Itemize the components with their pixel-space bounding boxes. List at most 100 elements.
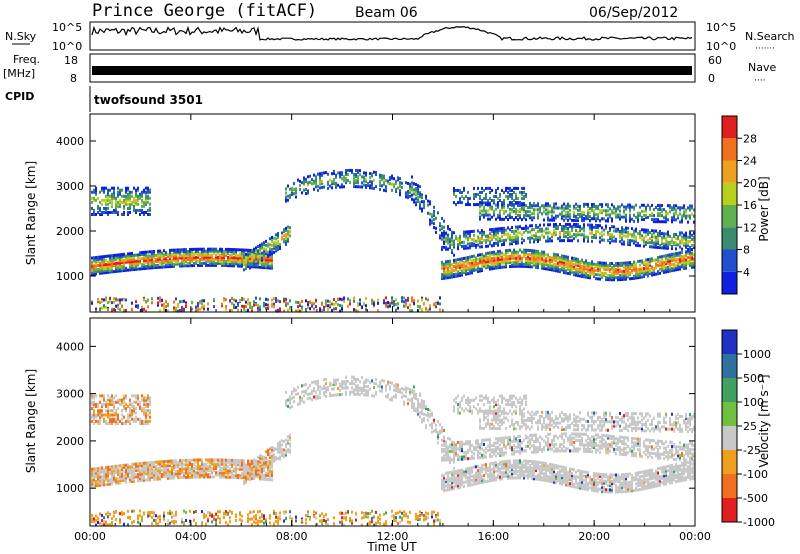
heatmap-cell [661,232,663,236]
heatmap-cell [607,213,609,217]
heatmap-cell [119,269,121,273]
heatmap-cell [577,263,579,267]
heatmap-cell [167,302,169,306]
heatmap-cell [95,213,97,216]
heatmap-cell [633,233,635,237]
heatmap-cell [533,257,535,261]
heatmap-cell [381,184,383,188]
heatmap-cell [497,227,499,231]
heatmap-cell [109,402,111,406]
heatmap-cell [113,188,115,192]
heatmap-cell [593,209,595,213]
heatmap-cell [111,301,113,305]
heatmap-cell [543,229,545,233]
heatmap-cell [221,259,223,263]
heatmap-cell [657,270,659,274]
heatmap-cell [657,212,659,216]
heatmap-cell [141,204,143,208]
heatmap-cell [607,219,609,223]
heatmap-cell [275,237,277,241]
heatmap-cell [665,260,667,264]
heatmap-cell [241,262,243,266]
heatmap-cell [171,260,173,264]
heatmap-cell [111,198,113,202]
heatmap-cell [207,302,209,306]
heatmap-cell [259,253,261,257]
heatmap-cell [93,272,95,276]
heatmap-cell [179,463,181,467]
heatmap-cell [211,458,213,462]
heatmap-cell [645,258,647,262]
heatmap-cell [229,467,231,471]
heatmap-cell [527,265,529,269]
heatmap-cell [355,175,357,179]
heatmap-cell [269,266,271,270]
heatmap-cell [553,202,555,206]
heatmap-cell [525,212,527,216]
heatmap-cell [611,233,613,237]
heatmap-cell [677,206,679,210]
heatmap-cell [149,190,151,194]
heatmap-cell [685,258,687,262]
heatmap-cell [411,299,413,303]
heatmap-cell [555,231,557,235]
heatmap-cell [169,509,171,513]
heatmap-cell [659,233,661,237]
heatmap-cell [143,190,145,194]
heatmap-cell [227,460,229,464]
heatmap-cell [505,257,507,261]
heatmap-cell [209,464,211,468]
heatmap-cell [111,202,113,206]
heatmap-cell [445,274,447,278]
heatmap-cell [115,265,117,269]
heatmap-cell [265,249,267,253]
heatmap-cell [609,233,611,237]
heatmap-cell [531,204,533,208]
heatmap-cell [655,239,657,243]
heatmap-cell [475,239,477,243]
heatmap-cell [515,225,517,229]
heatmap-cell [629,263,631,267]
heatmap-cell [227,251,229,255]
heatmap-cell [575,214,577,218]
heatmap-cell [539,254,541,258]
heatmap-cell [441,235,443,239]
heatmap-cell [565,204,567,208]
heatmap-cell [571,218,573,222]
heatmap-cell [237,461,239,465]
heatmap-cell [515,258,517,262]
heatmap-cell [595,225,597,229]
heatmap-cell [101,413,103,417]
heatmap-cell [483,232,485,236]
heatmap-cell [91,402,93,406]
heatmap-cell [153,252,155,256]
heatmap-cell [575,269,577,273]
heatmap-cell [109,409,111,413]
heatmap-cell [427,199,429,203]
heatmap-cell [577,225,579,229]
heatmap-cell [211,255,213,259]
heatmap-cell [219,475,221,479]
heatmap-cell [181,300,183,304]
heatmap-cell [555,233,557,237]
heatmap-cell [99,466,101,470]
heatmap-cell [103,305,105,309]
heatmap-cell [141,461,143,465]
heatmap-cell [579,274,581,278]
heatmap-cell [447,259,449,263]
heatmap-cell [405,304,407,308]
heatmap-cell [109,396,111,400]
heatmap-cell [231,475,233,479]
heatmap-cell [319,172,321,176]
heatmap-cell [167,253,169,257]
heatmap-cell [593,217,595,221]
heatmap-cell [219,261,221,265]
heatmap-cell [145,404,147,408]
heatmap-cell [149,264,151,268]
heatmap-cell [115,417,117,421]
heatmap-cell [121,200,123,204]
heatmap-cell [251,253,253,257]
heatmap-cell [643,273,645,277]
heatmap-cell [143,262,145,266]
heatmap-cell [141,464,143,468]
